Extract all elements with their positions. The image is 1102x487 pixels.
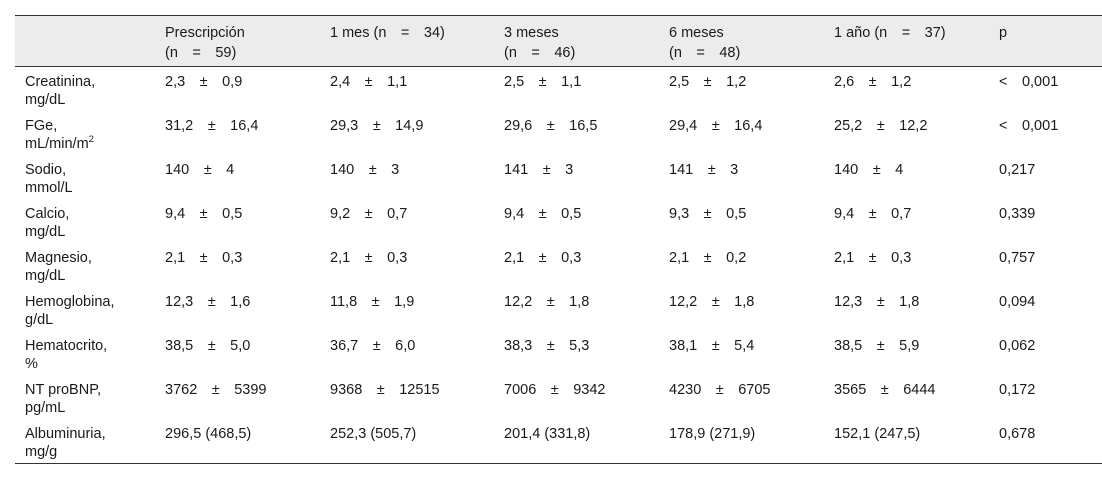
table-body: Creatinina, mg/dL 2,3 ± 0,9 2,4 ± 1,1 2,5 ±…	[15, 67, 1102, 464]
table-cell: 38,5 ± 5,9	[834, 338, 920, 354]
table-cell: 2,1 ± 0,3	[834, 250, 912, 266]
table-cell: 9,2 ± 0,7	[330, 206, 408, 222]
table-cell: 38,1 ± 5,4	[669, 338, 755, 354]
table-cell: 36,7 ± 6,0	[330, 338, 416, 354]
table-cell: 9,4 ± 0,7	[834, 206, 912, 222]
table-cell: 31,2 ± 16,4	[165, 118, 259, 134]
table-cell: 38,5 ± 5,0	[165, 338, 251, 354]
table-cell: 2,4 ± 1,1	[330, 74, 408, 90]
table-cell: < 0,001	[999, 118, 1059, 134]
table-cell: 12,3 ± 1,6	[165, 294, 251, 310]
row-label: Magnesio, mg/dL	[25, 250, 92, 284]
table-cell: 9,4 ± 0,5	[504, 206, 582, 222]
header-cell: 1 mes (n = 34)	[330, 25, 445, 41]
table-cell: 2,1 ± 0,3	[165, 250, 243, 266]
table-cell: 140 ± 4	[834, 162, 904, 178]
header-cell: p	[999, 25, 1008, 41]
table-row: FGe, mL/min/m2 31,2 ± 16,4 29,3 ± 14,9 29,6…	[15, 111, 1102, 155]
table-cell: 38,3 ± 5,3	[504, 338, 590, 354]
header-cell: 1 año (n = 37)	[834, 25, 946, 41]
header-cell: Prescripción (n = 59)	[165, 25, 245, 61]
table-cell: 0,757	[999, 250, 1036, 266]
table-row: NT proBNP, pg/mL 3762 ± 5399 9368 ± 12515 7…	[15, 375, 1102, 419]
table-cell: 29,6 ± 16,5	[504, 118, 598, 134]
table-row: Albuminuria, mg/g 296,5 (468,5) 252,3 (505…	[15, 419, 1102, 464]
table-cell: 4230 ± 6705	[669, 382, 771, 398]
table-cell: 252,3 (505,7)	[330, 426, 417, 442]
row-label: Albuminuria, mg/g	[25, 426, 106, 460]
row-label: NT proBNP, pg/mL	[25, 382, 102, 416]
table-header: Prescripción (n = 59) 1 mes (n = 34) 3 m…	[15, 15, 1102, 67]
table-cell: 12,2 ± 1,8	[669, 294, 755, 310]
table-cell: 2,5 ± 1,1	[504, 74, 582, 90]
table-cell: 9,4 ± 0,5	[165, 206, 243, 222]
table-cell: 11,8 ± 1,9	[330, 294, 415, 310]
table-row: Creatinina, mg/dL 2,3 ± 0,9 2,4 ± 1,1 2,5 ±…	[15, 67, 1102, 111]
table-cell: 2,3 ± 0,9	[165, 74, 243, 90]
table-cell: 9368 ± 12515	[330, 382, 440, 398]
results-table: Prescripción (n = 59) 1 mes (n = 34) 3 m…	[15, 15, 1102, 464]
table-cell: 29,4 ± 16,4	[669, 118, 763, 134]
table-cell: 3762 ± 5399	[165, 382, 267, 398]
table-cell: 140 ± 4	[165, 162, 235, 178]
row-label: Calcio, mg/dL	[25, 206, 70, 240]
table-cell: 2,1 ± 0,3	[504, 250, 582, 266]
row-label-superscript: 2	[88, 134, 94, 146]
header-cell: 6 meses (n = 48)	[669, 25, 741, 61]
table-cell: 0,094	[999, 294, 1036, 310]
table-row: Magnesio, mg/dL 2,1 ± 0,3 2,1 ± 0,3 2,1 ± 0…	[15, 243, 1102, 287]
table-cell: 29,3 ± 14,9	[330, 118, 424, 134]
table-cell: 141 ± 3	[669, 162, 739, 178]
table-cell: 2,5 ± 1,2	[669, 74, 747, 90]
table-row: Hemoglobina, g/dL 12,3 ± 1,6 11,8 ± 1,9 12,…	[15, 287, 1102, 331]
table-row: Hematocrito, % 38,5 ± 5,0 36,7 ± 6,0 38,3 ±…	[15, 331, 1102, 375]
table-cell: 12,2 ± 1,8	[504, 294, 590, 310]
table-cell: 0,062	[999, 338, 1036, 354]
table-cell: 0,217	[999, 162, 1036, 178]
table-cell: 201,4 (331,8)	[504, 426, 591, 442]
table-cell: 7006 ± 9342	[504, 382, 606, 398]
table-cell: 152,1 (247,5)	[834, 426, 921, 442]
row-label: Sodio, mmol/L	[25, 162, 73, 196]
table-cell: 0,339	[999, 206, 1036, 222]
table-cell: 296,5 (468,5)	[165, 426, 252, 442]
table-cell: 140 ± 3	[330, 162, 400, 178]
table-cell: 2,6 ± 1,2	[834, 74, 912, 90]
table-row: Sodio, mmol/L 140 ± 4 140 ± 3 141 ± 3 141 ± …	[15, 155, 1102, 199]
table-cell: 0,678	[999, 426, 1036, 442]
header-cell: 3 meses (n = 46)	[504, 25, 576, 61]
table-cell: 25,2 ± 12,2	[834, 118, 928, 134]
table-cell: 12,3 ± 1,8	[834, 294, 920, 310]
row-label: Hematocrito, %	[25, 338, 108, 372]
table-cell: 2,1 ± 0,2	[669, 250, 747, 266]
table-cell: < 0,001	[999, 74, 1059, 90]
table-cell: 9,3 ± 0,5	[669, 206, 747, 222]
table-row: Calcio, mg/dL 9,4 ± 0,5 9,2 ± 0,7 9,4 ± 0,5…	[15, 199, 1102, 243]
table-cell: 0,172	[999, 382, 1036, 398]
row-label: FGe, mL/min/m2	[25, 118, 94, 152]
table-cell: 141 ± 3	[504, 162, 574, 178]
row-label: Creatinina, mg/dL	[25, 74, 96, 108]
table-cell: 178,9 (271,9)	[669, 426, 756, 442]
row-label: Hemoglobina, g/dL	[25, 294, 115, 328]
table-cell: 2,1 ± 0,3	[330, 250, 408, 266]
table-cell: 3565 ± 6444	[834, 382, 936, 398]
